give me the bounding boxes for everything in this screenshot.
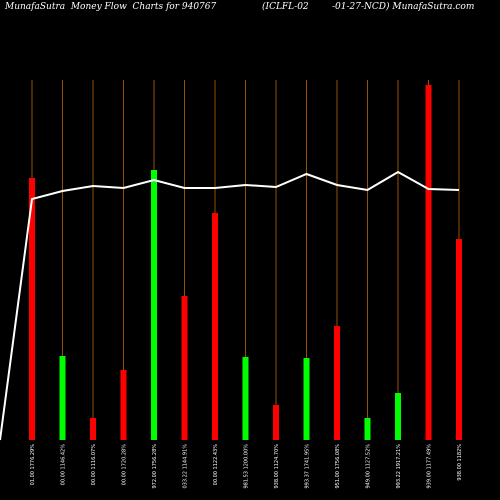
x-tick-label: 939.00 1177.49% <box>427 444 433 489</box>
bar <box>181 296 188 440</box>
x-tick-label: 993.22 1917.21% <box>396 444 402 489</box>
bar <box>90 418 96 440</box>
chart-title-middle: (ICLFL-02 <box>262 2 309 12</box>
bar <box>212 213 218 440</box>
bar <box>425 85 432 440</box>
x-tick-label: 00.00 1146.42% <box>61 444 67 486</box>
bar <box>334 326 340 440</box>
bar <box>273 405 279 440</box>
x-tick-label: 00.00 1720.28% <box>122 444 128 486</box>
x-tick-label: 938.00 1124.70% <box>274 444 280 489</box>
x-tick-label: 938.00 1182% <box>457 444 463 481</box>
bar <box>120 370 127 440</box>
x-tick-label: 033.22 1144.91% <box>183 444 189 489</box>
x-tick-label: 972.00 1756.28% <box>152 444 158 489</box>
bar <box>364 418 371 440</box>
bar <box>242 357 249 440</box>
bar <box>303 358 310 440</box>
x-tick-label: 01.00 1776.29% <box>30 444 36 486</box>
bar <box>59 356 66 440</box>
x-tick-label: 00.00 1122.43% <box>213 444 219 486</box>
chart-title-right: -01-27-NCD) MunafaSutra.com <box>332 2 475 12</box>
money-flow-line <box>0 170 460 441</box>
bar <box>151 170 157 440</box>
x-tick-label: 00.00 1116.07% <box>91 444 97 486</box>
x-tick-label: 949.00 1127.52% <box>366 444 372 489</box>
bar <box>395 393 401 440</box>
x-tick-label: 981.53 1200.00% <box>244 444 250 489</box>
x-tick-label: 951.00 1756.08% <box>335 444 341 489</box>
x-tick-label: 993.37 1741.95% <box>305 444 311 489</box>
bar <box>29 178 35 440</box>
chart-title-left: MunafaSutra Money Flow Charts for 940767 <box>5 2 217 12</box>
bar <box>456 239 462 440</box>
